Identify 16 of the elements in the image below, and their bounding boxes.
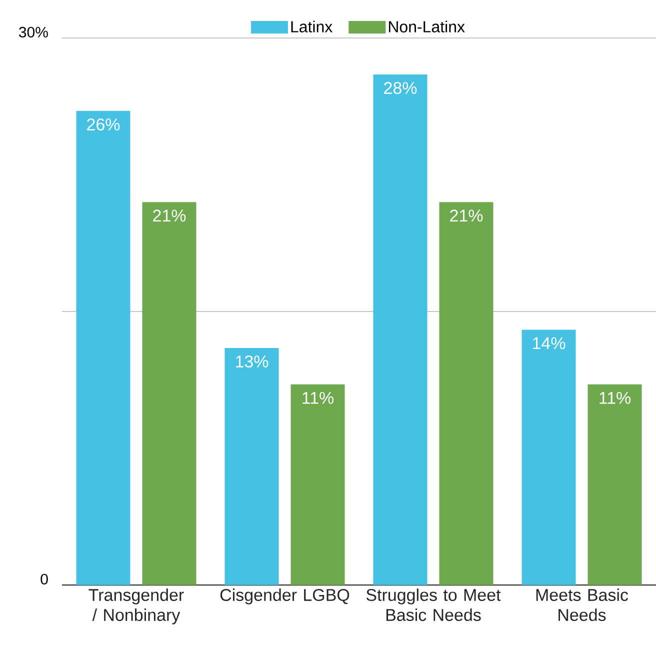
data-label: 26% — [87, 118, 120, 131]
data-label: 11% — [302, 392, 334, 404]
y-tick-label: 0 — [40, 574, 48, 584]
legend-label: Latinx — [291, 20, 332, 32]
x-tick-label: Transgender / Nonbinary — [88, 588, 184, 624]
data-label: 28% — [384, 82, 417, 94]
data-label: 21% — [450, 210, 483, 222]
x-tick-label: Struggles to Meet Basic Needs — [366, 588, 501, 622]
y-tick-label: 30% — [19, 26, 48, 38]
legend-label: Non-Latinx — [388, 20, 465, 32]
data-label: 14% — [533, 337, 566, 350]
data-label: 21% — [153, 210, 186, 222]
x-tick-label: Meets Basic Needs — [536, 588, 628, 622]
x-tick-label: Cisgender LGBQ — [220, 588, 350, 604]
data-label: 11% — [600, 392, 631, 404]
data-label: 13% — [236, 355, 268, 368]
